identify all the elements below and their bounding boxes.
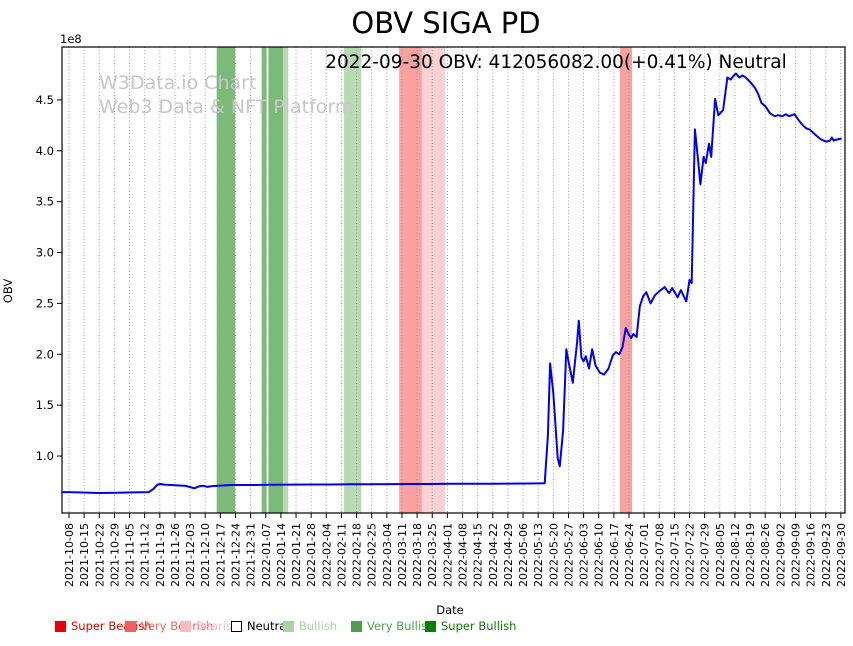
y-axis-title: OBV	[1, 278, 16, 304]
legend-swatch-icon	[425, 620, 436, 632]
legend-label: Bearish	[196, 619, 240, 633]
sentiment-band	[268, 47, 284, 513]
x-tick-label: 2022-08-12	[729, 523, 742, 587]
y-tick-label: 2.5	[36, 296, 54, 310]
sentiment-band	[216, 47, 236, 513]
x-tick-label: 2022-06-17	[608, 523, 621, 587]
sentiment-band	[399, 47, 422, 513]
sentiment-band	[283, 47, 289, 513]
watermark: W3Data.io Chart Web3 Data & NFT Platform	[99, 71, 353, 119]
chart-annotation: 2022-09-30 OBV: 412056082.00(+0.41%) Neu…	[325, 52, 787, 73]
x-tick-label: 2022-09-09	[789, 523, 802, 587]
x-tick-label: 2022-05-06	[517, 523, 530, 587]
x-tick-label: 2022-02-25	[366, 523, 379, 587]
x-tick-label: 2022-06-24	[623, 523, 636, 587]
x-tick-label: 2022-08-05	[714, 523, 727, 587]
watermark-line2: Web3 Data & NFT Platform	[99, 96, 354, 118]
x-tick-label: 2022-01-14	[275, 523, 288, 587]
x-tick-label: 2021-12-24	[229, 523, 242, 587]
x-tick-label: 2022-03-18	[411, 523, 424, 587]
x-tick-label: 2022-03-04	[381, 523, 394, 587]
x-tick-label: 2021-10-08	[63, 523, 76, 587]
x-tick-label: 2021-12-17	[214, 523, 227, 587]
x-tick-label: 2021-12-31	[245, 523, 258, 587]
y-tick-label: 4.5	[36, 93, 54, 107]
legend-label: Bullish	[299, 619, 338, 633]
sentiment-band	[619, 47, 633, 513]
legend-item-very-bearish: Very Bearish	[125, 619, 213, 633]
legend-label: Very Bullish	[367, 619, 435, 633]
y-tick-label: 3.5	[36, 195, 54, 209]
x-tick-label: 2022-08-26	[759, 523, 772, 587]
sentiment-band	[421, 47, 446, 513]
x-tick-label: 2022-03-25	[426, 523, 439, 587]
x-tick-label: 2022-08-19	[744, 523, 757, 587]
x-tick-label: 2022-07-15	[668, 523, 681, 587]
x-axis-title: Date	[436, 603, 464, 617]
sentiment-band	[261, 47, 267, 513]
x-tick-label: 2022-09-30	[835, 523, 848, 587]
legend-swatch-icon	[231, 620, 242, 632]
x-tick-label: 2022-02-11	[335, 523, 348, 587]
x-tick-label: 2021-11-26	[169, 523, 182, 587]
x-tick-label: 2021-11-05	[124, 523, 137, 587]
x-tick-label: 2022-01-21	[290, 523, 303, 587]
x-tick-label: 2022-07-08	[653, 523, 666, 587]
x-tick-label: 2022-07-22	[684, 523, 697, 587]
x-tick-label: 2022-04-22	[487, 523, 500, 587]
x-tick-label: 2022-05-27	[562, 523, 575, 587]
x-tick-label: 2022-04-01	[441, 523, 454, 587]
y-axis-offset-label: 1e8	[60, 32, 82, 46]
x-tick-label: 2021-11-19	[154, 523, 167, 587]
y-tick-label: 2.0	[36, 347, 54, 361]
legend-item-bearish: Bearish	[180, 619, 239, 633]
x-tick-label: 2021-10-29	[108, 523, 121, 587]
x-tick-label: 2022-06-10	[593, 523, 606, 587]
legend-item-very-bullish: Very Bullish	[351, 619, 434, 633]
x-tick-label: 2022-05-20	[547, 523, 560, 587]
y-tick-label: 1.5	[36, 398, 54, 412]
x-tick-label: 2022-01-07	[260, 523, 273, 587]
legend-item-super-bullish: Super Bullish	[425, 619, 516, 633]
y-tick-label: 4.0	[36, 144, 54, 158]
x-tick-label: 2021-12-10	[199, 523, 212, 587]
axes-frame	[61, 46, 846, 514]
x-tick-label: 2022-03-11	[396, 523, 409, 587]
x-tick-label: 2022-07-01	[638, 523, 651, 587]
legend-swatch-icon	[283, 620, 294, 632]
watermark-line1: W3Data.io Chart	[99, 72, 257, 94]
x-tick-label: 2022-07-29	[699, 523, 712, 587]
legend-label: Neutral	[247, 619, 290, 633]
x-tick-label: 2022-09-16	[805, 523, 818, 587]
legend-item-bullish: Bullish	[283, 619, 337, 633]
obv-line	[61, 72, 842, 494]
x-tick-label: 2021-10-22	[93, 523, 106, 587]
y-tick-label: 1.0	[36, 449, 54, 463]
x-tick-label: 2022-01-28	[305, 523, 318, 587]
x-tick-label: 2021-12-03	[184, 523, 197, 587]
legend-item-neutral: Neutral	[231, 619, 289, 633]
x-tick-label: 2021-11-12	[139, 523, 152, 587]
legend-label: Very Bearish	[141, 619, 214, 633]
x-tick-label: 2022-02-04	[320, 523, 333, 587]
x-tick-label: 2022-05-13	[532, 523, 545, 587]
x-tick-label: 2022-06-03	[578, 523, 591, 587]
legend-swatch-icon	[180, 620, 191, 632]
x-tick-label: 2022-02-18	[351, 523, 364, 587]
legend-label: Super Bullish	[441, 619, 517, 633]
legend-swatch-icon	[351, 620, 362, 632]
legend-swatch-icon	[125, 620, 136, 632]
x-tick-label: 2022-04-08	[457, 523, 470, 587]
y-tick-label: 3.0	[36, 246, 54, 260]
x-tick-label: 2022-04-29	[502, 523, 515, 587]
legend-swatch-icon	[55, 620, 66, 632]
x-tick-label: 2022-09-02	[774, 523, 787, 587]
x-tick-label: 2022-04-15	[472, 523, 485, 587]
chart-title: OBV SIGA PD	[351, 6, 541, 40]
x-tick-label: 2021-10-15	[78, 523, 91, 587]
legend: Super Bearish Very Bearish Bearish Neutral B…	[0, 619, 853, 639]
x-tick-label: 2022-09-23	[820, 523, 833, 587]
